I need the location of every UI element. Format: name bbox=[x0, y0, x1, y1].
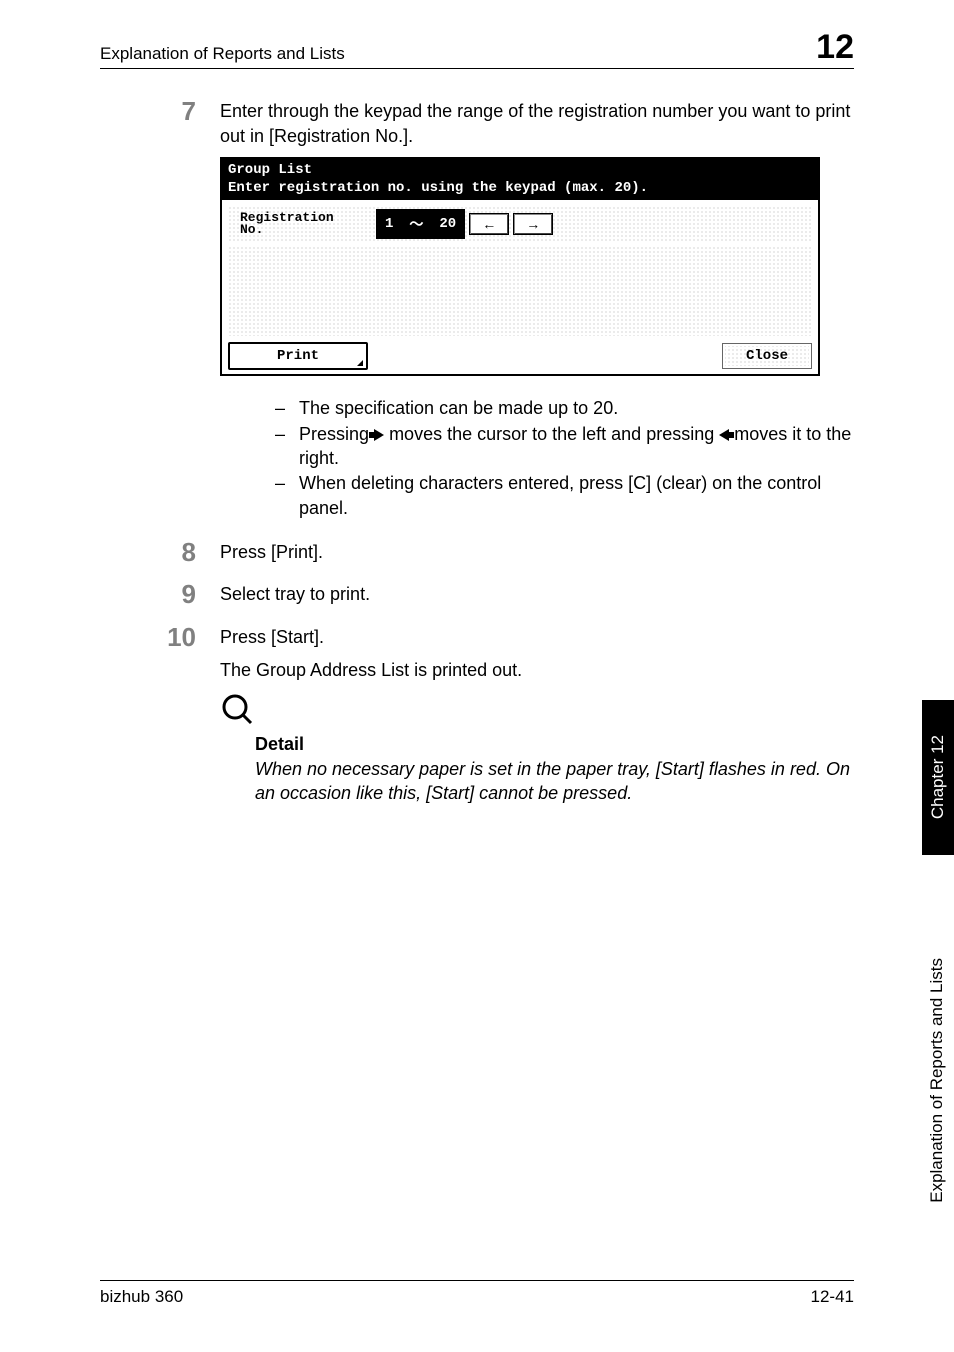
detail-block: Detail When no necessary paper is set in… bbox=[255, 734, 854, 806]
step-7-number: 7 bbox=[100, 97, 220, 149]
screenshot-body: Registration No. 1 ～ 20 ← → Print Close bbox=[222, 200, 818, 374]
range-from: 1 bbox=[385, 216, 393, 232]
device-screenshot: Group List Enter registration no. using … bbox=[220, 157, 820, 376]
step-9: 9 Select tray to print. bbox=[100, 580, 854, 609]
step-10-continued: The Group Address List is printed out. bbox=[100, 656, 854, 683]
side-chapter-tab-label: Chapter 12 bbox=[928, 735, 948, 819]
footer-right: 12-41 bbox=[811, 1287, 854, 1307]
arrow-left-icon bbox=[719, 429, 729, 441]
step-7-notes: – The specification can be made up to 20… bbox=[275, 396, 854, 519]
screenshot-empty-area bbox=[228, 246, 812, 336]
step-7: 7 Enter through the keypad the range of … bbox=[100, 97, 854, 149]
step-9-number: 9 bbox=[100, 580, 220, 609]
note-2-text: Pressing moves the cursor to the left an… bbox=[299, 422, 854, 471]
step-10-line2: The Group Address List is printed out. bbox=[220, 656, 854, 683]
close-button[interactable]: Close bbox=[722, 343, 812, 369]
arrow-right-icon bbox=[374, 429, 384, 441]
header-chapter-number: 12 bbox=[816, 30, 854, 64]
screenshot-title-line1: Group List bbox=[228, 162, 812, 180]
page-footer: bizhub 360 12-41 bbox=[100, 1280, 854, 1307]
screenshot-titlebar: Group List Enter registration no. using … bbox=[222, 159, 818, 200]
screenshot-title-line2: Enter registration no. using the keypad … bbox=[228, 180, 812, 198]
step-8: 8 Press [Print]. bbox=[100, 538, 854, 567]
note-2: – Pressing moves the cursor to the left … bbox=[275, 422, 854, 471]
step-10: 10 Press [Start]. bbox=[100, 623, 854, 652]
side-chapter-tab: Chapter 12 bbox=[922, 700, 954, 855]
step-8-text: Press [Print]. bbox=[220, 538, 854, 567]
side-section-label-text: Explanation of Reports and Lists bbox=[927, 958, 947, 1203]
footer-left: bizhub 360 bbox=[100, 1287, 183, 1307]
detail-text: When no necessary paper is set in the pa… bbox=[255, 757, 854, 806]
step-9-text: Select tray to print. bbox=[220, 580, 854, 609]
note-3: – When deleting characters entered, pres… bbox=[275, 471, 854, 520]
step-7-text: Enter through the keypad the range of th… bbox=[220, 97, 854, 149]
step-8-number: 8 bbox=[100, 538, 220, 567]
range-to: 20 bbox=[439, 216, 456, 232]
cursor-left-button[interactable]: ← bbox=[469, 213, 509, 235]
registration-range-display: 1 ～ 20 bbox=[376, 209, 465, 239]
header-section-title: Explanation of Reports and Lists bbox=[100, 44, 345, 64]
page-header: Explanation of Reports and Lists 12 bbox=[100, 30, 854, 69]
registration-row: Registration No. 1 ～ 20 ← → bbox=[228, 206, 812, 242]
detail-icon bbox=[220, 693, 854, 732]
registration-label: Registration No. bbox=[232, 212, 372, 237]
step-10-line1: Press [Start]. bbox=[220, 623, 854, 652]
note-1-text: The specification can be made up to 20. bbox=[299, 396, 854, 420]
note-1: – The specification can be made up to 20… bbox=[275, 396, 854, 420]
cursor-right-button[interactable]: → bbox=[513, 213, 553, 235]
range-dash: ～ bbox=[409, 214, 423, 234]
print-button[interactable]: Print bbox=[228, 342, 368, 370]
screenshot-footer: Print Close bbox=[228, 342, 812, 370]
step-10-number: 10 bbox=[100, 623, 220, 652]
note-3-text: When deleting characters entered, press … bbox=[299, 471, 854, 520]
side-section-label: Explanation of Reports and Lists bbox=[925, 870, 949, 1290]
detail-heading: Detail bbox=[255, 734, 854, 755]
